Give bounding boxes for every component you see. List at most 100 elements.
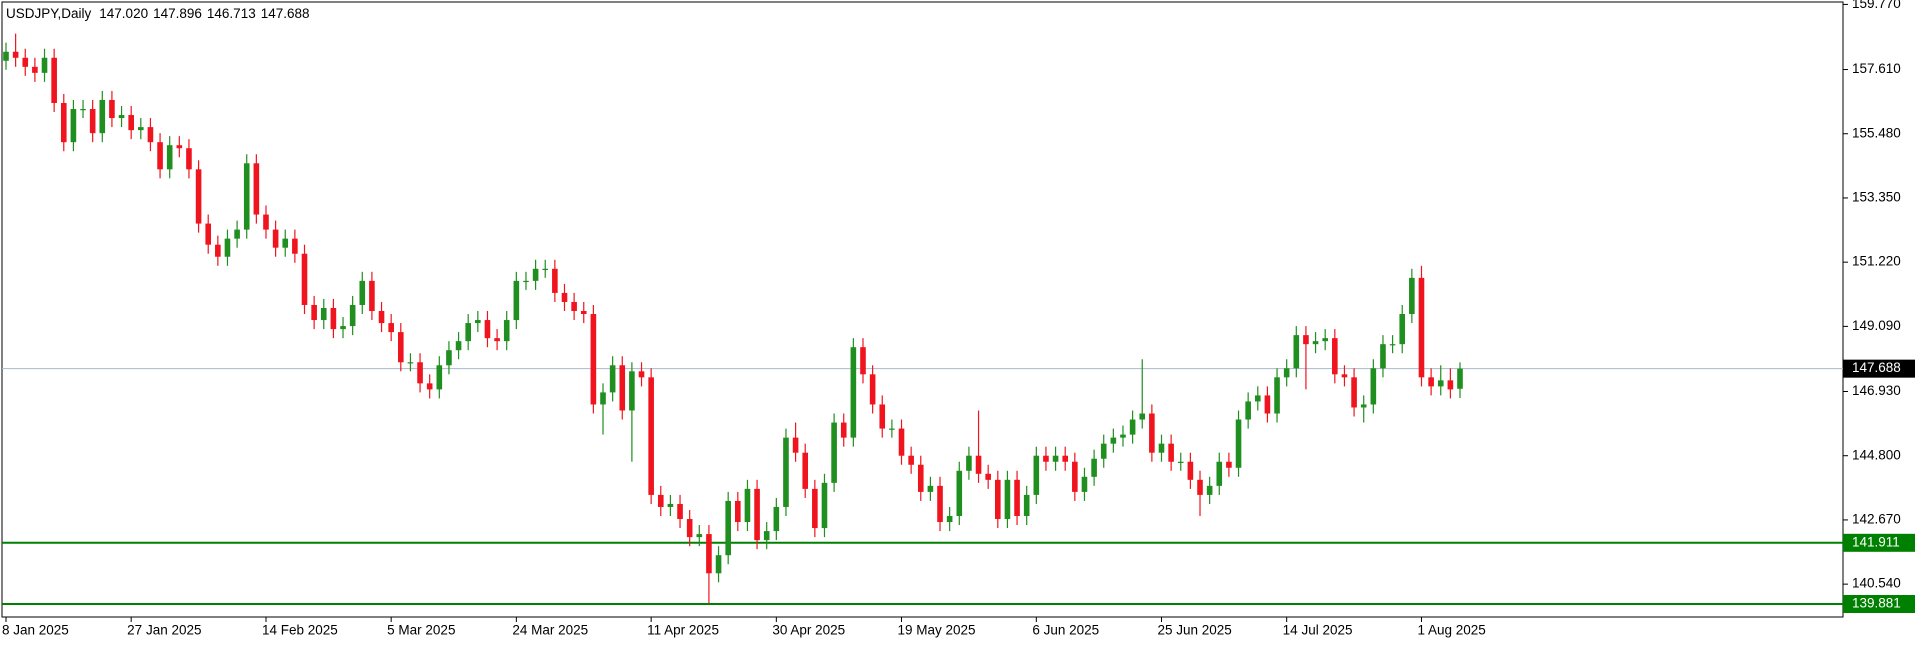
candle-body: [349, 304, 356, 327]
candle-body: [109, 99, 115, 119]
candle-body: [1341, 374, 1348, 378]
candle-body: [1014, 479, 1020, 517]
y-tick-label: 151.220: [1852, 254, 1901, 269]
candle-body: [1370, 368, 1377, 405]
candle-body: [128, 115, 134, 131]
candle-body: [147, 127, 154, 143]
candle-body: [889, 428, 895, 430]
candle-body: [1332, 338, 1338, 375]
x-tick-label: 14 Feb 2025: [262, 623, 338, 638]
candle-body: [330, 307, 337, 330]
candle-body: [195, 169, 202, 224]
candle-body: [1235, 419, 1242, 468]
candle-body: [224, 238, 231, 257]
candle-body: [648, 377, 654, 495]
candle-body: [638, 371, 645, 378]
candle-body: [898, 428, 905, 456]
candle-body: [1437, 380, 1444, 387]
candle-body: [301, 253, 308, 305]
candle-body: [956, 470, 963, 517]
candle-body: [186, 148, 192, 170]
candle-body: [629, 371, 635, 411]
candle-body: [1283, 368, 1290, 378]
candle-body: [1158, 443, 1165, 453]
high-label: 147.896: [153, 6, 202, 21]
candle-body: [783, 437, 789, 507]
candle-body: [1052, 455, 1059, 462]
candle-body: [532, 268, 539, 281]
candle-body: [561, 292, 568, 302]
candle-body: [436, 365, 443, 390]
candle-body: [985, 473, 991, 480]
candle-body: [869, 374, 876, 405]
candle-body: [1149, 413, 1155, 453]
candle-body: [667, 503, 674, 507]
candle-body: [995, 479, 1001, 520]
candle-body: [253, 163, 260, 215]
x-tick-label: 1 Aug 2025: [1417, 623, 1485, 638]
candle-body: [359, 280, 366, 305]
candle-body: [311, 304, 317, 321]
candle-body: [590, 314, 597, 405]
x-tick-label: 25 Jun 2025: [1157, 623, 1231, 638]
candle-body: [1399, 314, 1406, 345]
candle-body: [70, 109, 77, 143]
price-label: 147.688: [1852, 360, 1901, 375]
candle-body: [292, 238, 298, 254]
candle-body: [1004, 479, 1011, 520]
candle-body: [1023, 494, 1030, 517]
candle-body: [60, 102, 67, 143]
candle-body: [1120, 434, 1126, 438]
candle-body: [1245, 401, 1251, 420]
candle-body: [340, 326, 346, 330]
candle-body: [484, 320, 491, 339]
chart-header: USDJPY,Daily 147.020 147.896 146.713 147.688: [6, 6, 310, 21]
candle-body: [475, 320, 481, 324]
candle-body: [1457, 368, 1463, 389]
candle-body: [706, 534, 712, 574]
candle-body: [1322, 338, 1328, 342]
candle-body: [494, 338, 500, 342]
candle-body: [89, 109, 96, 134]
candle-body: [975, 455, 982, 474]
candle-body: [22, 57, 29, 67]
candle-body: [1139, 413, 1146, 420]
candle-body: [879, 404, 886, 429]
candle-body: [138, 127, 144, 131]
x-tick-label: 5 Mar 2025: [387, 623, 455, 638]
y-tick-label: 142.670: [1852, 511, 1901, 526]
close-label: 147.688: [261, 6, 310, 21]
candle-body: [272, 229, 279, 248]
x-tick-label: 14 Jul 2025: [1283, 623, 1353, 638]
candle-body: [1187, 461, 1194, 480]
candle-body: [1129, 419, 1136, 435]
candle-body: [1177, 461, 1184, 463]
candle-body: [821, 482, 828, 529]
candle-body: [966, 455, 972, 471]
candle-body: [378, 311, 385, 324]
candle-body: [1428, 377, 1434, 387]
candle-body: [215, 244, 221, 257]
candle-body: [609, 365, 616, 393]
price-label-bg: [1843, 359, 1915, 378]
plot-frame: [1, 1, 1844, 618]
candle-body: [417, 362, 423, 384]
candle-body: [1409, 277, 1415, 315]
candle-body: [619, 365, 626, 411]
candle-body: [1091, 458, 1097, 477]
candle-body: [744, 488, 751, 523]
candle-body: [503, 320, 510, 342]
candle-body: [205, 223, 212, 245]
candle-body: [369, 280, 375, 312]
candle-body: [426, 383, 433, 390]
candle-body: [320, 307, 327, 321]
candle-body: [1351, 377, 1357, 408]
candle-body: [1168, 443, 1174, 462]
x-tick-label: 11 Apr 2025: [647, 623, 719, 638]
candle-body: [446, 350, 452, 366]
level-label-bg: [1843, 595, 1915, 614]
y-tick-label: 153.350: [1852, 190, 1901, 205]
candle-body: [1254, 395, 1261, 402]
candle-body: [282, 238, 289, 248]
